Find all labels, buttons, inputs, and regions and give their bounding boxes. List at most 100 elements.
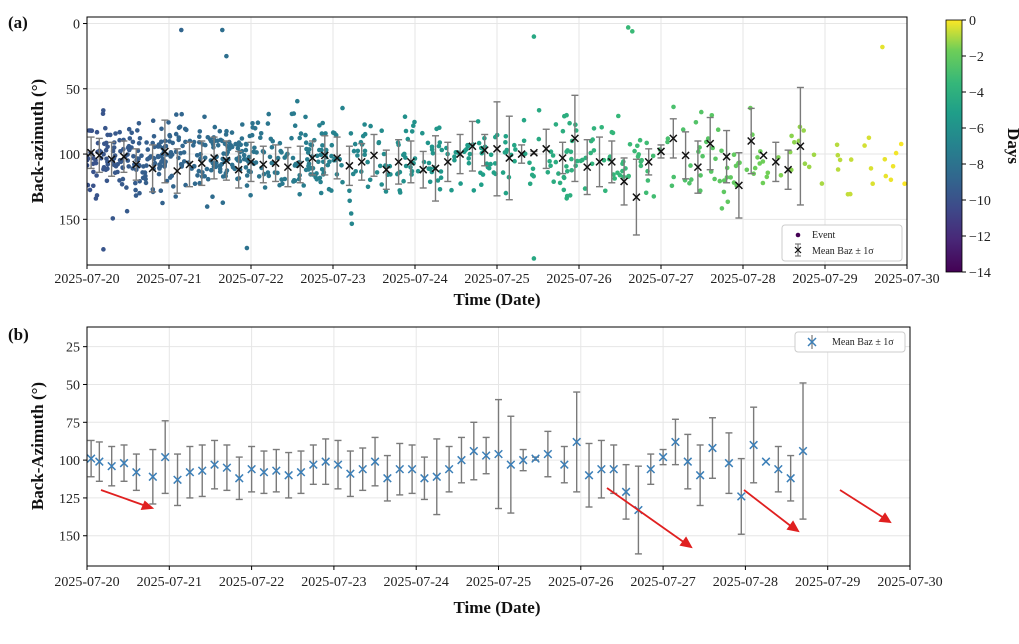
event-dot — [671, 104, 676, 110]
event-dot — [527, 160, 532, 166]
event-dot — [117, 129, 122, 135]
event-dot — [731, 152, 737, 157]
event-dot — [209, 167, 214, 173]
mean-marker — [736, 457, 746, 535]
mean-marker — [468, 120, 477, 172]
event-dot — [104, 178, 110, 184]
event-dot — [350, 171, 356, 177]
x-tick-label: 2025-07-25 — [466, 575, 531, 590]
event-dot — [204, 166, 210, 172]
mean-marker — [86, 439, 96, 478]
event-dot — [159, 139, 164, 145]
panel-a-label: (a) — [8, 13, 28, 32]
x-tick-label: 2025-07-25 — [464, 272, 529, 287]
event-dot — [553, 122, 559, 127]
event-dot — [137, 136, 143, 141]
event-dot — [665, 136, 671, 141]
event-dot — [503, 140, 508, 145]
event-dot — [902, 181, 907, 186]
mean-marker — [234, 150, 243, 189]
mean-marker — [597, 439, 606, 499]
event-dot — [319, 167, 325, 172]
event-dot — [129, 130, 134, 136]
event-dot — [476, 140, 482, 146]
event-dot — [292, 123, 298, 128]
event-dot — [627, 142, 633, 147]
event-dot — [411, 123, 416, 128]
event-dot — [179, 27, 184, 33]
event-dot — [752, 165, 758, 171]
mean-marker — [584, 442, 594, 508]
event-dot — [90, 161, 96, 167]
mean-marker — [529, 148, 538, 157]
event-dot — [512, 158, 517, 164]
event-dot — [303, 167, 309, 173]
x-tick-label: 2025-07-29 — [795, 575, 860, 590]
colorbar-ticks: 0 −2 −4 −6 −8 −10 −12 −14 — [962, 14, 991, 281]
event-dot — [105, 162, 111, 167]
legend-mean-label: Mean Baz ± 1σ — [812, 246, 874, 257]
event-dot — [556, 171, 561, 176]
mean-marker — [395, 442, 405, 496]
event-dot — [197, 134, 202, 139]
event-dot — [699, 109, 704, 115]
event-dot — [713, 156, 718, 162]
event-dot — [301, 183, 307, 188]
event-dot — [88, 128, 93, 133]
x-tick-label: 2025-07-23 — [300, 272, 365, 287]
mean-marker — [759, 151, 768, 160]
mean-marker — [95, 137, 104, 174]
event-dot — [131, 154, 136, 159]
mean-marker — [542, 128, 551, 170]
event-dot — [588, 150, 593, 156]
mean-marker — [197, 444, 207, 498]
mean-marker — [432, 438, 442, 516]
event-dot — [159, 126, 164, 132]
event-dot — [246, 168, 252, 174]
event-dot — [280, 181, 285, 186]
event-dot — [265, 121, 271, 126]
event-dot — [332, 130, 337, 136]
event-dot — [383, 189, 389, 194]
event-dot — [145, 156, 150, 162]
event-dot — [379, 128, 385, 133]
event-dot — [178, 150, 183, 156]
event-dot — [167, 175, 173, 180]
event-dot — [376, 140, 382, 145]
event-dot — [709, 113, 715, 118]
mean-marker — [518, 448, 528, 472]
event-dot — [568, 149, 574, 155]
event-dot — [731, 180, 737, 185]
event-dot — [184, 127, 189, 133]
event-dot — [156, 171, 162, 177]
panel-a-xlabel: Time (Date) — [453, 290, 540, 309]
mean-marker — [517, 144, 526, 164]
mean-marker — [683, 433, 693, 490]
event-dot — [616, 113, 621, 119]
event-dot — [567, 120, 572, 126]
event-dot — [420, 130, 425, 136]
event-dot — [211, 145, 216, 150]
event-dot — [270, 138, 276, 144]
event-dot — [561, 187, 567, 193]
event-dot — [550, 153, 556, 158]
event-dot — [252, 145, 257, 151]
x-tick-label: 2025-07-30 — [874, 272, 939, 287]
event-dot — [719, 148, 724, 154]
event-dot — [548, 149, 554, 154]
event-dot — [403, 128, 409, 134]
event-dot — [760, 180, 766, 186]
event-dot — [243, 147, 249, 153]
event-dot — [573, 163, 578, 168]
mean-marker — [383, 454, 392, 502]
event-dot — [289, 111, 295, 117]
mean-marker — [87, 136, 96, 170]
mean-marker — [784, 149, 793, 190]
event-dot — [705, 136, 711, 141]
event-dot — [318, 190, 324, 196]
event-dot — [254, 150, 259, 155]
event-dot — [362, 131, 368, 137]
event-dot — [180, 143, 185, 149]
mean-marker — [284, 451, 293, 499]
